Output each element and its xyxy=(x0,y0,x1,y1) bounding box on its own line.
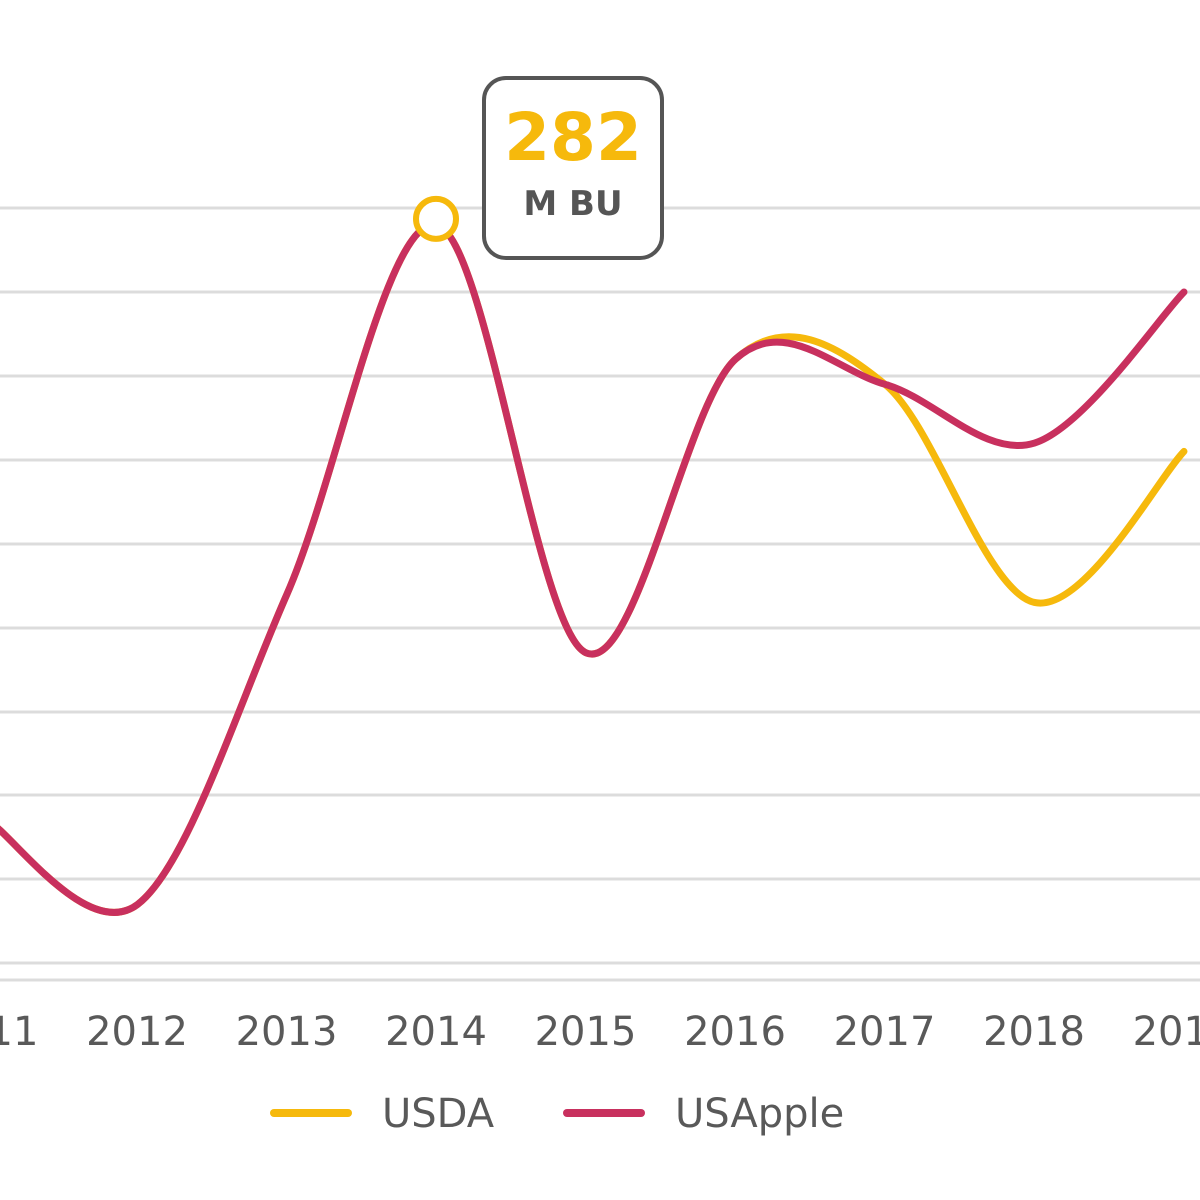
gridlines xyxy=(0,206,1200,982)
x-tick-label-2018: 2018 xyxy=(983,1009,1085,1055)
x-tick-label-2011: 2011 xyxy=(0,1009,38,1055)
series-line-usda xyxy=(0,221,1188,916)
x-tick-label-2013: 2013 xyxy=(236,1009,338,1055)
x-axis-tick-labels: 2011 2012 2013 2014 2015 2016 2017 2018 2019 xyxy=(0,1009,1200,1055)
x-tick-label-2014: 2014 xyxy=(385,1009,487,1055)
x-tick-label-2017: 2017 xyxy=(834,1009,936,1055)
legend: USDA USApple xyxy=(270,1091,844,1137)
x-tick-label-2019: 2019 xyxy=(1133,1009,1200,1055)
legend-label-usapple: USApple xyxy=(675,1091,844,1137)
x-tick-label-2016: 2016 xyxy=(684,1009,786,1055)
callout-unit: M BU xyxy=(523,184,623,224)
series-lines xyxy=(0,221,1188,916)
callout-value: 282 xyxy=(504,99,642,176)
legend-label-usda: USDA xyxy=(382,1091,495,1137)
highlight-point-marker xyxy=(413,195,459,242)
highlight-markers xyxy=(413,195,459,242)
x-tick-label-2012: 2012 xyxy=(86,1009,188,1055)
series-line-usapple xyxy=(0,221,1188,916)
x-tick-label-2015: 2015 xyxy=(535,1009,637,1055)
value-callout: 282 M BU xyxy=(482,76,664,260)
